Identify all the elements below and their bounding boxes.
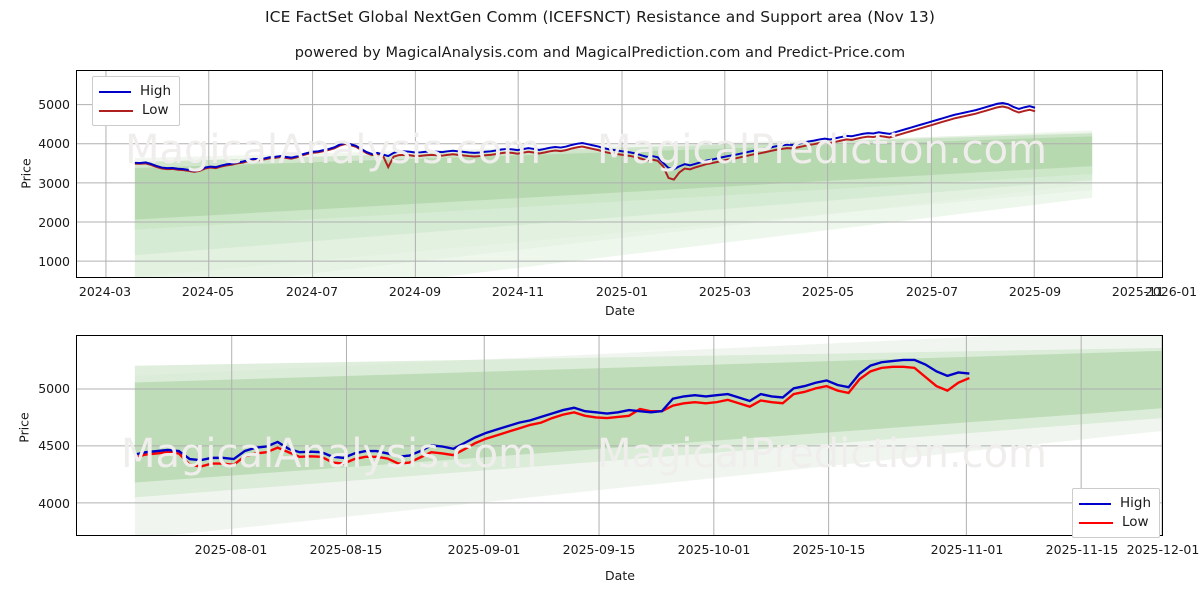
bottom-ytick-5000: 5000 [38,381,70,396]
top-chart-legend: High Low [92,76,180,126]
top-xtick-8: 2025-07 [905,284,959,299]
top-xtick-9: 2025-09 [1008,284,1062,299]
top-xtick-7: 2025-05 [801,284,855,299]
bottom-xtick-1: 2025-08-15 [309,542,383,557]
bottom-xtick-2: 2025-09-01 [447,542,521,557]
top-ytick-2000: 2000 [38,215,70,230]
page-subtitle: powered by MagicalAnalysis.com and Magic… [294,45,906,61]
legend-swatch-low-bottom [1079,521,1113,524]
bottom-xtick-8: 2025-12-01 [1126,542,1200,557]
bottom-chart-xlabel: Date [605,568,635,583]
legend-swatch-low [99,109,133,112]
top-xtick-10: 2025-11 [1111,284,1165,299]
top-chart-high-line [134,101,1036,172]
legend-label-high: High [139,82,171,99]
top-ytick-3000: 3000 [38,176,70,191]
legend-label-high-bottom: High [1119,494,1151,511]
top-xtick-11: 2026-01 [1144,284,1198,299]
top-chart-gridlines [77,71,1162,277]
top-xtick-3: 2024-09 [388,284,442,299]
top-xtick-6: 2025-03 [698,284,752,299]
legend-item-high[interactable]: High [99,82,171,101]
top-xtick-5: 2025-01 [595,284,649,299]
bottom-xtick-6: 2025-11-01 [930,542,1004,557]
bottom-chart-high-line [134,358,970,462]
top-ytick-4000: 4000 [38,136,70,151]
legend-item-low-bottom[interactable]: Low [1079,513,1151,532]
top-xtick-4: 2024-11 [491,284,545,299]
bottom-chart-plot-area: MagicalAnalysis.com MagicalPrediction.co… [76,335,1163,536]
bottom-xtick-5: 2025-10-15 [792,542,866,557]
bottom-ytick-4000: 4000 [38,496,70,511]
bottom-chart-gridlines [77,336,1162,535]
bottom-chart-svg [77,336,1162,535]
top-chart-plot-area: MagicalAnalysis.com MagicalPrediction.co… [76,70,1163,278]
legend-item-high-bottom[interactable]: High [1079,494,1151,513]
legend-label-low-bottom: Low [1122,513,1149,530]
top-chart-panel: Price [18,70,1198,318]
legend-label-low: Low [142,101,169,118]
top-ytick-5000: 5000 [38,97,70,112]
top-xtick-1: 2024-05 [181,284,235,299]
legend-swatch-high [99,90,131,93]
legend-item-low[interactable]: Low [99,101,171,120]
bottom-xtick-3: 2025-09-15 [562,542,636,557]
bottom-band-inner [134,350,1162,483]
page-title: ICE FactSet Global NextGen Comm (ICEFSNC… [265,8,935,26]
bottom-chart-panel: Price [0,320,1200,600]
legend-swatch-high-bottom [1079,502,1111,505]
bottom-xtick-7: 2025-11-15 [1045,542,1119,557]
bottom-chart-legend: High Low [1072,488,1160,538]
bottom-chart-low-line [134,365,970,468]
bottom-xtick-0: 2025-08-01 [194,542,268,557]
top-ytick-1000: 1000 [38,254,70,269]
top-xtick-0: 2024-03 [78,284,132,299]
top-chart-svg [77,71,1162,277]
top-chart-ylabel: Price [18,158,34,189]
top-xtick-2: 2024-07 [285,284,339,299]
bottom-xtick-4: 2025-10-01 [677,542,751,557]
bottom-ytick-4500: 4500 [38,438,70,453]
top-chart-xlabel: Date [605,303,635,318]
